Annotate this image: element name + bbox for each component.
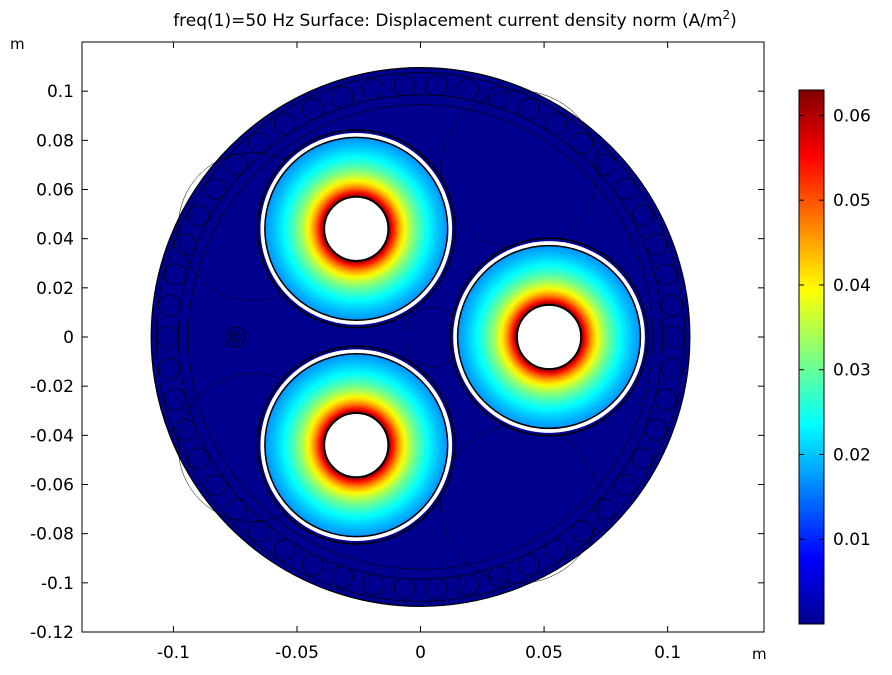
armor-wire bbox=[457, 78, 479, 101]
armor-wire bbox=[631, 447, 654, 470]
x-tick-label: -0.05 bbox=[275, 643, 319, 663]
optic-core bbox=[232, 334, 238, 340]
armor-wire bbox=[645, 418, 667, 441]
armor-wire bbox=[614, 178, 637, 200]
optic-outer bbox=[224, 326, 246, 348]
armor-wire bbox=[301, 554, 324, 576]
x-axis-unit: m bbox=[752, 645, 767, 663]
armor-wire bbox=[614, 474, 637, 496]
colorbar-ticks: 0.06 0.05 0.04 0.03 0.02 0.01 bbox=[799, 106, 871, 550]
x-tick-label: -0.1 bbox=[157, 643, 190, 663]
armor-wire bbox=[662, 326, 685, 348]
armor-wire bbox=[174, 418, 196, 441]
armor-wire bbox=[164, 263, 187, 286]
armor-wire bbox=[660, 294, 683, 317]
armor-wire bbox=[571, 131, 593, 154]
colorbar-tick-label: 0.04 bbox=[833, 276, 871, 296]
armor-wire bbox=[362, 78, 384, 101]
colorbar-tick-label: 0.01 bbox=[833, 530, 871, 550]
armor-wire bbox=[631, 204, 654, 227]
armor-wire bbox=[571, 520, 593, 543]
armor-wire bbox=[204, 474, 227, 496]
armor-wire bbox=[156, 326, 179, 348]
optic-inner bbox=[229, 331, 241, 343]
y-tick-label: -0.08 bbox=[30, 525, 74, 545]
colorbar bbox=[798, 89, 825, 625]
axis-ticks: -0.1 -0.05 0 0.05 0.1 0.1 0.08 0.06 0.04 0.02 0 -0.… bbox=[30, 42, 764, 663]
colorbar-tick-label: 0.06 bbox=[833, 106, 871, 126]
armor-wire bbox=[517, 98, 540, 120]
y-tick-label: 0.06 bbox=[36, 181, 74, 201]
y-tick-label: 0.08 bbox=[36, 131, 74, 151]
y-axis-unit: m bbox=[10, 35, 25, 53]
y-tick-label: 0.1 bbox=[47, 82, 74, 102]
conductor-core bbox=[515, 303, 583, 371]
armor-wire bbox=[594, 153, 617, 176]
armor-wire bbox=[457, 573, 479, 596]
conductor-core bbox=[323, 195, 390, 262]
armor-wire bbox=[425, 577, 448, 600]
armor-wire bbox=[158, 357, 181, 380]
armor-outer-boundary bbox=[155, 72, 686, 602]
conductor-core bbox=[323, 412, 390, 479]
armor-wire bbox=[594, 498, 617, 521]
y-tick-label: -0.04 bbox=[30, 426, 74, 446]
armor-wire bbox=[393, 577, 416, 600]
armor-wire bbox=[301, 98, 324, 120]
armor-wire bbox=[248, 520, 270, 543]
y-tick-label: -0.1 bbox=[41, 574, 74, 594]
chart-title: freq(1)=50 Hz Surface: Displacement curr… bbox=[173, 8, 737, 31]
colorbar-tick-label: 0.05 bbox=[833, 191, 871, 211]
x-tick-label: 0.05 bbox=[525, 643, 563, 663]
armor-wire bbox=[393, 74, 416, 97]
bedding-boundary bbox=[187, 104, 654, 570]
armor-wire bbox=[660, 357, 683, 380]
armor-wire bbox=[331, 86, 354, 109]
y-tick-label: -0.02 bbox=[30, 377, 74, 397]
armor-wire bbox=[517, 554, 540, 576]
armor-wire bbox=[187, 204, 210, 227]
armor-wire bbox=[204, 178, 227, 200]
y-tick-label: 0 bbox=[63, 328, 74, 348]
armor-wire bbox=[362, 573, 384, 596]
armor-wire bbox=[273, 538, 296, 561]
armor-wire bbox=[158, 294, 181, 317]
colorbar-tick-label: 0.03 bbox=[833, 361, 871, 381]
y-tick-label: -0.06 bbox=[30, 476, 74, 496]
armor-wire bbox=[545, 113, 568, 136]
armor-wire bbox=[164, 388, 187, 411]
armor-wire bbox=[645, 233, 667, 256]
armor-wire bbox=[273, 113, 296, 136]
armor-wire bbox=[487, 86, 510, 109]
armor-wire bbox=[248, 131, 270, 154]
plot-area bbox=[150, 67, 691, 607]
armor-wire bbox=[654, 388, 677, 411]
armor-wire bbox=[425, 74, 448, 97]
y-tick-label: 0.04 bbox=[36, 230, 74, 250]
armor-wire bbox=[187, 447, 210, 470]
armor-wire bbox=[174, 233, 196, 256]
colorbar-tick-label: 0.02 bbox=[833, 445, 871, 465]
armor-wire bbox=[545, 538, 568, 561]
x-tick-label: 0.1 bbox=[654, 643, 681, 663]
armor-wire bbox=[487, 565, 510, 588]
y-tick-label: 0.02 bbox=[36, 279, 74, 299]
x-tick-label: 0 bbox=[415, 643, 426, 663]
armor-wire bbox=[331, 565, 354, 588]
armor-wire bbox=[654, 263, 677, 286]
y-tick-label: -0.12 bbox=[30, 623, 74, 643]
